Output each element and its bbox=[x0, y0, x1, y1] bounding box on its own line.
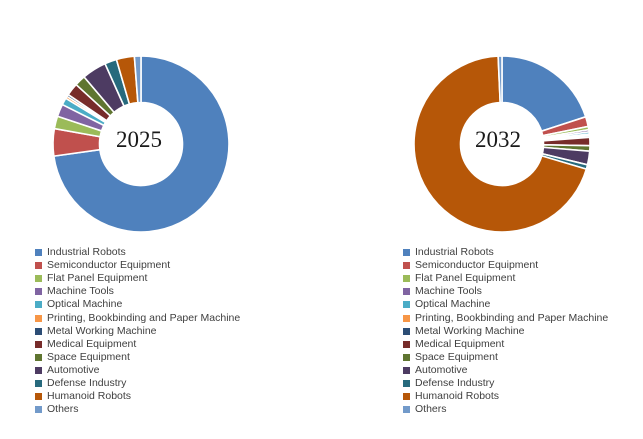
legend-label: Flat Panel Equipment bbox=[415, 272, 516, 285]
legend-item: Defense Industry bbox=[403, 377, 608, 390]
legend-label: Automotive bbox=[47, 363, 100, 376]
legend-label: Optical Machine bbox=[415, 298, 491, 311]
legend-label: Space Equipment bbox=[47, 350, 130, 363]
legend-item: Semiconductor Equipment bbox=[403, 259, 608, 272]
legend-item: Medical Equipment bbox=[403, 338, 608, 351]
legend-swatch-icon bbox=[403, 406, 410, 414]
legend-item: Industrial Robots bbox=[403, 246, 608, 259]
legend-swatch-icon bbox=[403, 366, 410, 374]
donut-center-label-2025: 2025 bbox=[116, 127, 162, 152]
legend-swatch-icon bbox=[403, 379, 410, 387]
legend-swatch-icon bbox=[35, 262, 42, 270]
legend-swatch-icon bbox=[35, 393, 42, 401]
legend-item: Industrial Robots bbox=[35, 246, 240, 259]
legend-swatch-icon bbox=[35, 379, 42, 387]
legend-label: Defense Industry bbox=[47, 376, 127, 389]
donut-slice-industrial-robots bbox=[501, 55, 587, 132]
legend-label: Printing, Bookbinding and Paper Machine bbox=[415, 311, 609, 324]
legend-label: Others bbox=[47, 403, 79, 416]
legend-item: Automotive bbox=[35, 364, 240, 377]
donut-chart-2032: 2032 bbox=[413, 55, 591, 233]
legend-item: Humanoid Robots bbox=[35, 390, 240, 403]
legend-label: Flat Panel Equipment bbox=[47, 272, 148, 285]
legend-item: Optical Machine bbox=[35, 298, 240, 311]
legend-label: Metal Working Machine bbox=[47, 324, 157, 337]
donut-slices-2032 bbox=[413, 55, 591, 233]
legend-swatch-icon bbox=[403, 301, 410, 309]
legend-label: Automotive bbox=[415, 363, 468, 376]
legend-swatch-icon bbox=[403, 288, 410, 296]
legend-swatch-icon bbox=[403, 249, 410, 257]
legend-label: Semiconductor Equipment bbox=[415, 259, 539, 272]
donut-slice-others bbox=[497, 55, 503, 104]
legend-label: Defense Industry bbox=[415, 376, 495, 389]
legend-item: Metal Working Machine bbox=[403, 325, 608, 338]
legend-swatch-icon bbox=[403, 327, 410, 335]
legend-item: Machine Tools bbox=[403, 285, 608, 298]
legend-label: Machine Tools bbox=[47, 285, 114, 298]
legend-swatch-icon bbox=[35, 340, 42, 348]
donut-slices-2025 bbox=[52, 55, 230, 233]
legend-item: Humanoid Robots bbox=[403, 390, 608, 403]
legend-swatch-icon bbox=[35, 327, 42, 335]
legend-swatch-icon bbox=[403, 353, 410, 361]
legend-item: Metal Working Machine bbox=[35, 325, 240, 338]
legend-swatch-icon bbox=[35, 301, 42, 309]
legend-item: Defense Industry bbox=[35, 377, 240, 390]
legend-item: Optical Machine bbox=[403, 298, 608, 311]
legend-item: Others bbox=[403, 403, 608, 416]
legend-label: Humanoid Robots bbox=[415, 390, 500, 403]
legend-item: Space Equipment bbox=[35, 351, 240, 364]
legend-item: Others bbox=[35, 403, 240, 416]
donut-slice-industrial-robots bbox=[53, 55, 230, 233]
donut-slice-others bbox=[133, 55, 142, 104]
legend-label: Humanoid Robots bbox=[47, 390, 132, 403]
legend-item: Space Equipment bbox=[403, 351, 608, 364]
legend-swatch-icon bbox=[35, 314, 42, 322]
legend-swatch-icon bbox=[403, 275, 410, 283]
legend-item: Flat Panel Equipment bbox=[35, 272, 240, 285]
legend-swatch-icon bbox=[35, 275, 42, 283]
legend-item: Flat Panel Equipment bbox=[403, 272, 608, 285]
legend-item: Medical Equipment bbox=[35, 338, 240, 351]
legend-swatch-icon bbox=[403, 393, 410, 401]
legend-2032: Industrial Robots Semiconductor Equipment… bbox=[403, 246, 608, 416]
legend-swatch-icon bbox=[403, 314, 410, 322]
donut-slice-humanoid-robots bbox=[413, 55, 588, 233]
legend-item: Semiconductor Equipment bbox=[35, 259, 240, 272]
legend-label: Industrial Robots bbox=[47, 246, 126, 259]
legend-label: Optical Machine bbox=[47, 298, 123, 311]
legend-label: Machine Tools bbox=[415, 285, 482, 298]
legend-swatch-icon bbox=[403, 262, 410, 270]
legend-2025: Industrial Robots Semiconductor Equipment… bbox=[35, 246, 240, 416]
legend-item: Printing, Bookbinding and Paper Machine bbox=[35, 311, 240, 324]
legend-label: Medical Equipment bbox=[47, 337, 137, 350]
legend-item: Machine Tools bbox=[35, 285, 240, 298]
legend-label: Industrial Robots bbox=[415, 246, 494, 259]
legend-label: Semiconductor Equipment bbox=[47, 259, 171, 272]
legend-swatch-icon bbox=[35, 249, 42, 257]
legend-swatch-icon bbox=[35, 406, 42, 414]
legend-label: Space Equipment bbox=[415, 350, 498, 363]
legend-label: Printing, Bookbinding and Paper Machine bbox=[47, 311, 241, 324]
legend-label: Others bbox=[415, 403, 447, 416]
legend-label: Medical Equipment bbox=[415, 337, 505, 350]
donut-center-label-2032: 2032 bbox=[475, 127, 521, 152]
legend-label: Metal Working Machine bbox=[415, 324, 525, 337]
legend-swatch-icon bbox=[35, 366, 42, 374]
legend-swatch-icon bbox=[35, 288, 42, 296]
legend-item: Automotive bbox=[403, 364, 608, 377]
legend-item: Printing, Bookbinding and Paper Machine bbox=[403, 311, 608, 324]
donut-chart-2025: 2025 bbox=[52, 55, 230, 233]
legend-swatch-icon bbox=[403, 340, 410, 348]
legend-swatch-icon bbox=[35, 353, 42, 361]
